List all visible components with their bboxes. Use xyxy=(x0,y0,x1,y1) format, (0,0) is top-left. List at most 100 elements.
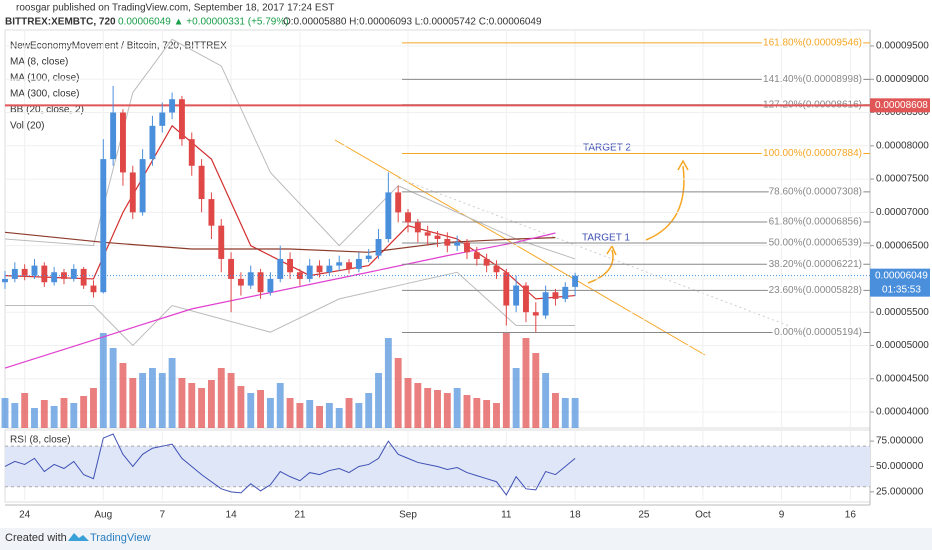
volume-bar xyxy=(443,393,451,428)
candle-body xyxy=(424,232,431,236)
y-tick-label: 0.00004000 xyxy=(876,407,929,418)
fib-label: 0.00%(0.00005194) xyxy=(774,327,862,338)
volume-bar xyxy=(424,388,432,428)
volume-bar xyxy=(70,403,78,428)
candle-body xyxy=(365,255,372,259)
x-tick-label: Oct xyxy=(695,510,711,521)
footer-created: Created with xyxy=(5,532,67,544)
candle-body xyxy=(483,258,490,266)
y-tick-label: 0.00006500 xyxy=(876,240,929,251)
candle-body xyxy=(473,252,480,259)
candle-body xyxy=(110,112,117,160)
candle-body xyxy=(316,265,323,273)
candle-body xyxy=(100,159,107,293)
footer-brand[interactable]: TradingView xyxy=(90,532,151,544)
y-tick-label: 0.00009500 xyxy=(876,41,929,52)
candle-body xyxy=(70,268,77,279)
x-tick-label: 11 xyxy=(501,510,512,521)
x-tick-label: 18 xyxy=(570,510,582,521)
candle-body xyxy=(493,265,500,273)
volume-bar xyxy=(414,383,422,428)
volume-bar xyxy=(1,398,9,428)
volume-bar xyxy=(365,393,373,428)
legend-entry: MA (100, close) xyxy=(10,73,79,84)
volume-bar xyxy=(404,378,412,428)
volume-bar xyxy=(286,398,294,428)
x-tick-label: 25 xyxy=(638,510,650,521)
last-price-label: 0.00006049 xyxy=(875,270,928,281)
fib-label: 38.20%(0.00006221) xyxy=(769,259,862,270)
rsi-tick-label: 25.000000 xyxy=(876,487,924,498)
logo xyxy=(68,533,89,541)
y-tick-label: 0.00005500 xyxy=(876,307,929,318)
volume-bar xyxy=(60,398,68,428)
volume-bar xyxy=(50,406,58,428)
candle-body xyxy=(375,238,382,256)
candle-body xyxy=(218,225,225,259)
candle-body xyxy=(21,268,28,276)
quote: 0.00006049 ▲ +0.00000331 (+5.79%) xyxy=(118,17,289,28)
x-tick-label: 7 xyxy=(159,510,165,521)
resistance-price-label: 0.00008608 xyxy=(875,100,928,111)
x-tick-label: 24 xyxy=(19,510,31,521)
volume-bar xyxy=(375,373,382,428)
candle-body xyxy=(11,268,18,279)
volume-bar xyxy=(80,396,88,428)
volume-bar xyxy=(276,383,284,428)
volume-bar xyxy=(227,373,235,428)
volume-bar xyxy=(473,398,481,428)
volume-bar xyxy=(139,373,147,428)
target-label: TARGET 1 xyxy=(582,233,630,244)
candle-body xyxy=(513,285,520,306)
x-tick-label: 14 xyxy=(226,510,238,521)
trend-line xyxy=(334,139,706,356)
candle-body xyxy=(503,272,510,306)
y-tick-label: 0.00007500 xyxy=(876,174,929,185)
candle-body xyxy=(247,272,254,286)
fib-label: 50.00%(0.00006539) xyxy=(769,238,862,249)
volume-bar xyxy=(355,403,363,428)
volume-bar xyxy=(542,373,550,428)
volume-bar xyxy=(119,363,127,428)
candle-body xyxy=(523,285,529,313)
volume-bar xyxy=(434,390,441,428)
candle-body xyxy=(267,278,274,293)
fib-label: 141.40%(0.00008998) xyxy=(763,74,862,85)
volume-bar xyxy=(99,333,107,428)
fib-label: 61.80%(0.00006856) xyxy=(769,217,862,228)
volume-bar xyxy=(198,388,206,428)
x-tick-label: 16 xyxy=(845,510,857,521)
volume-bar xyxy=(188,383,196,428)
candle-body xyxy=(562,286,569,299)
candle-body xyxy=(532,312,539,316)
volume-bar xyxy=(21,393,29,428)
fib-label: 78.60%(0.00007308) xyxy=(769,187,862,198)
symbol: BITTREX:XEMBTC, 720 xyxy=(5,17,116,28)
published-line: roosgar published on TradingView.com, Se… xyxy=(16,3,334,14)
candle-body xyxy=(464,242,470,253)
candle-body xyxy=(572,275,579,287)
resistance-price-tag xyxy=(870,98,930,113)
candle-body xyxy=(208,199,215,226)
candle-body xyxy=(61,272,67,279)
volume-bar xyxy=(178,378,186,428)
fib-label: 23.60%(0.00005828) xyxy=(769,285,862,296)
volume-bar xyxy=(512,368,520,428)
candle-body xyxy=(287,258,294,273)
candle-body xyxy=(41,265,48,283)
candle-body xyxy=(237,278,244,286)
volume-bar xyxy=(483,400,491,428)
candle-body xyxy=(80,268,87,286)
volume-bar xyxy=(168,358,176,428)
volume-bar xyxy=(325,403,333,428)
volume-bar xyxy=(571,398,579,428)
volume-bar xyxy=(11,403,19,428)
volume-bar xyxy=(552,393,559,428)
rsi-line xyxy=(4,433,576,496)
countdown-label: 01:35:53 xyxy=(882,284,921,295)
candle-body xyxy=(306,265,313,279)
candle-body xyxy=(188,139,195,166)
legend-entry: BB (20, close, 2) xyxy=(10,105,84,116)
x-tick-label: 9 xyxy=(779,510,785,521)
